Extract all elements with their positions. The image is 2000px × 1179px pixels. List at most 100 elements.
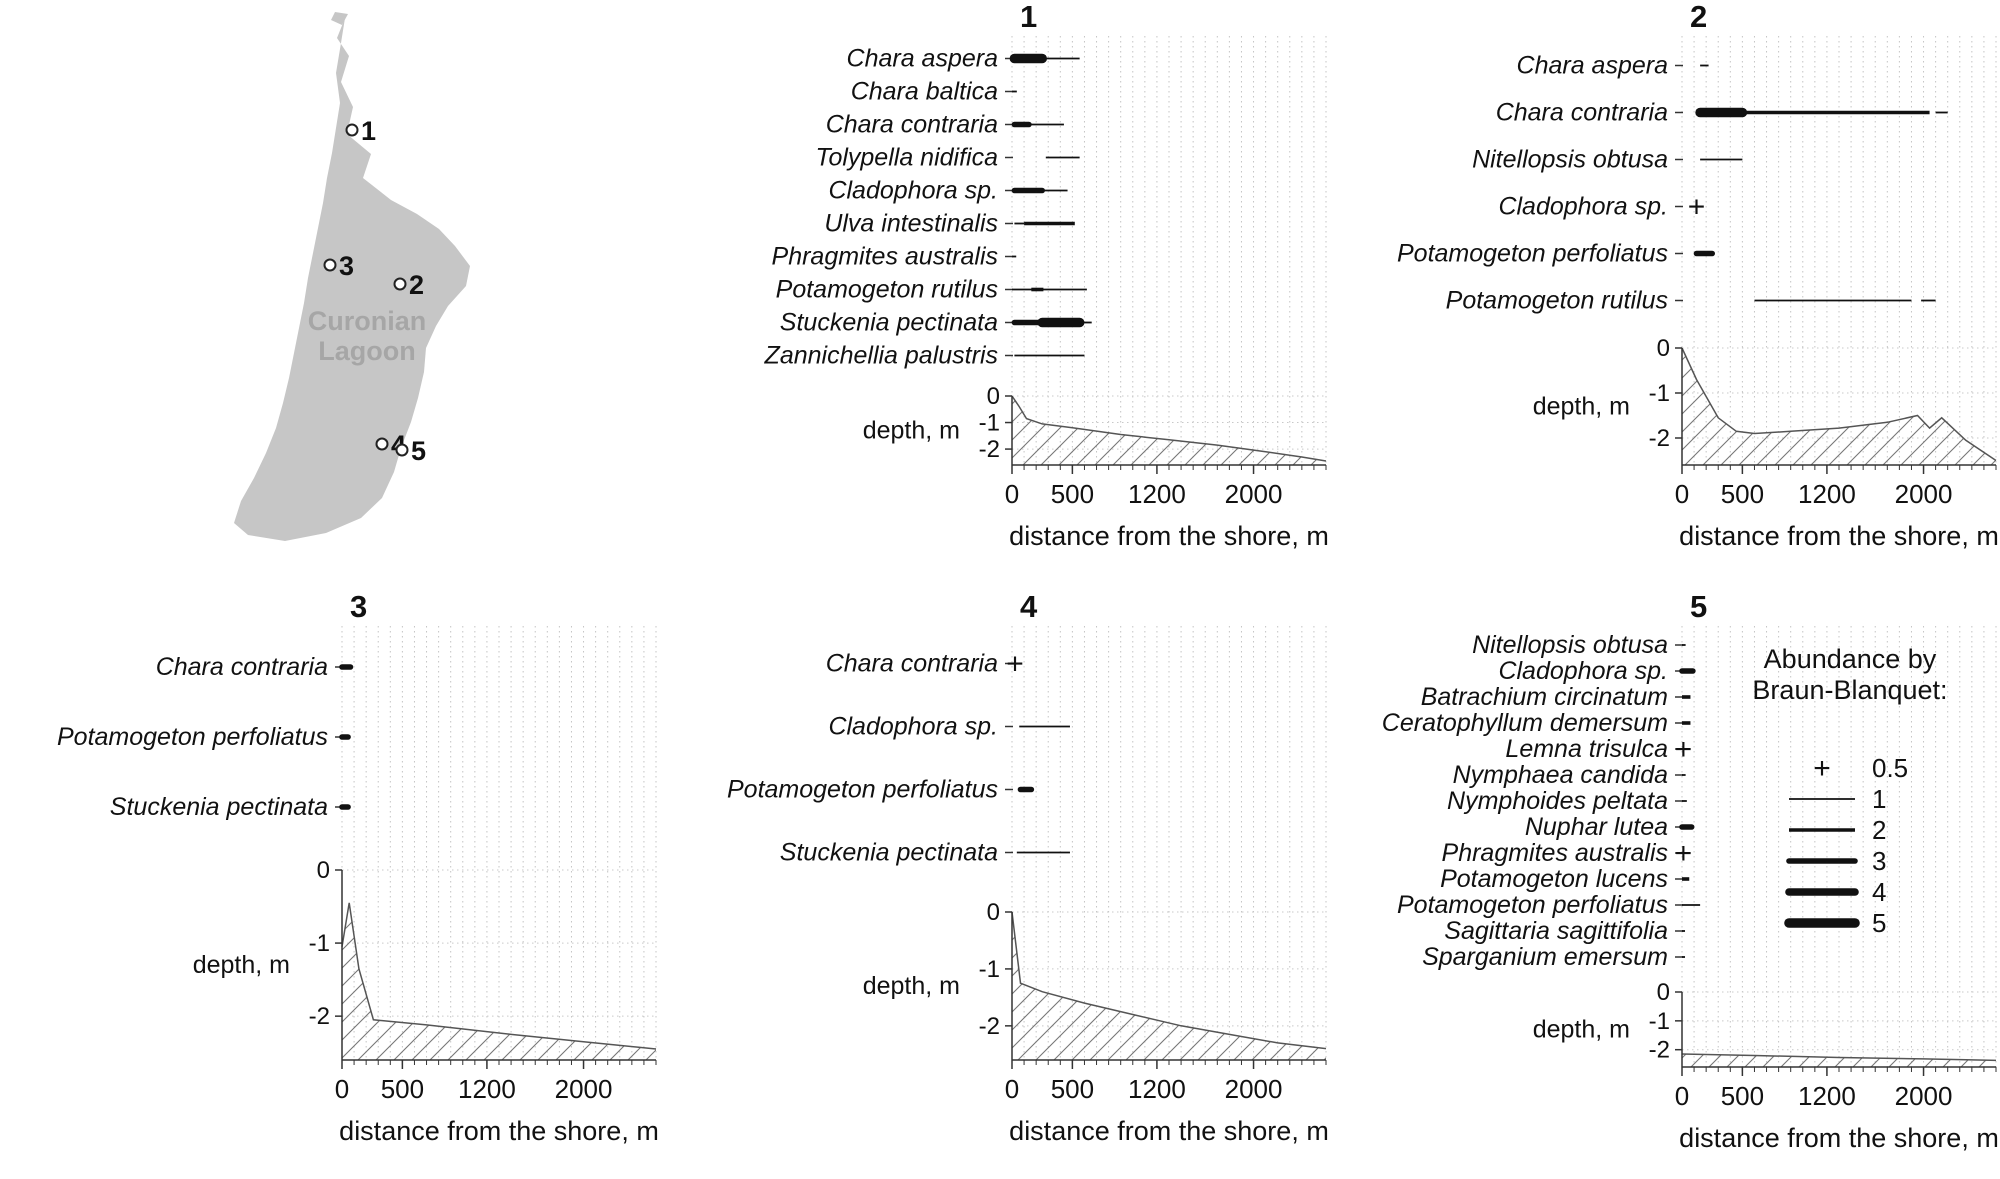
species-row: Potamogeton perfoliatus [1397, 240, 1715, 268]
site-number-label: 5 [411, 436, 426, 466]
species-row: Cladophora sp. [828, 177, 1068, 205]
legend-title: Abundance by [1764, 644, 1937, 674]
species-label: Chara aspera [847, 45, 999, 73]
species-label: Batrachium circinatum [1421, 683, 1668, 711]
gridlines [341, 626, 657, 1060]
species-label: Stuckenia pectinata [780, 839, 998, 867]
x-tick-label: 1200 [1798, 1081, 1856, 1111]
x-tick-label: 1200 [1128, 479, 1186, 509]
species-label: Cladophora sp. [1498, 193, 1668, 221]
species-row: Potamogeton perfoliatus [57, 723, 351, 751]
depth-axis-label: depth, m [193, 951, 290, 979]
species-row: Nitellopsis obtusa [1472, 631, 1686, 659]
x-tick-label: 0 [1005, 479, 1019, 509]
species-row: Nymphaea candida [1453, 761, 1686, 789]
map-svg: CuronianLagoon12345 [234, 12, 470, 541]
species-label: Phragmites australis [1442, 839, 1668, 867]
species-row: Batrachium circinatum [1421, 683, 1691, 711]
site-marker-icon [345, 123, 359, 137]
species-row: Zannichellia palustris [764, 342, 1085, 370]
species-row: Cladophora sp. [828, 713, 1070, 741]
species-row: Stuckenia pectinata [110, 793, 351, 821]
x-tick-label: 2000 [555, 1074, 613, 1104]
map-site-1[interactable]: 1 [345, 116, 377, 146]
site-number-label: 2 [409, 270, 424, 300]
species-label: Nitellopsis obtusa [1472, 146, 1668, 174]
depth-tick-label: -1 [1649, 1008, 1670, 1035]
species-label: Phragmites australis [772, 243, 998, 271]
species-label: Stuckenia pectinata [780, 309, 998, 337]
site-number-label: 1 [361, 116, 376, 146]
species-row: Phragmites australis [772, 243, 1017, 271]
abundance-plus-mark: + [1675, 837, 1693, 870]
panel-title: 5 [1690, 590, 1707, 624]
species-row: Potamogeton perfoliatus [1397, 891, 1701, 919]
species-label: Cladophora sp. [828, 713, 998, 741]
legend-item-label: 5 [1872, 908, 1886, 938]
depth-profile-line [1011, 911, 1327, 1050]
species-row: Potamogeton lucens [1440, 865, 1690, 893]
species-row: Ceratophyllum demersum [1382, 709, 1691, 737]
depth-tick-label: 0 [1657, 335, 1670, 362]
species-row: Ulva intestinalis [824, 210, 1075, 238]
transect-panel-2: 2 Chara aspera Chara contraria Nitellopsis … [1340, 0, 2000, 580]
lagoon-north-islet [331, 12, 348, 25]
depth-tick-label: -2 [309, 1003, 330, 1030]
species-label: Tolypella nidifica [815, 144, 998, 172]
legend-plus-symbol: + [1813, 752, 1831, 785]
species-row: Phragmites australis + [1442, 837, 1693, 870]
species-label: Nymphoides peltata [1447, 787, 1668, 815]
x-tick-label: 500 [1721, 479, 1764, 509]
site-marker-icon [395, 443, 409, 457]
map-site-5[interactable]: 5 [395, 436, 427, 466]
species-label: Chara contraria [1496, 99, 1668, 127]
x-axis-label: distance from the shore, m [1679, 521, 1999, 551]
depth-tick-label: -2 [979, 1013, 1000, 1040]
depth-tick-label: -2 [979, 436, 1000, 463]
species-label: Sagittaria sagittifolia [1444, 917, 1668, 945]
species-row: Chara aspera [1517, 52, 1709, 80]
depth-tick-label: -1 [309, 930, 330, 957]
species-row: Lemna trisulca + [1505, 733, 1692, 766]
legend-item-label: 2 [1872, 815, 1886, 845]
species-label: Potamogeton perfoliatus [57, 723, 328, 751]
x-tick-label: 500 [1051, 1074, 1094, 1104]
site-marker-icon [375, 437, 389, 451]
species-row: Nymphoides peltata [1447, 787, 1687, 815]
species-label: Cladophora sp. [1498, 657, 1668, 685]
x-tick-label: 2000 [1895, 479, 1953, 509]
gridlines [1681, 626, 1997, 1067]
map-site-2[interactable]: 2 [393, 270, 425, 300]
species-label: Chara contraria [826, 650, 998, 678]
map-site-3[interactable]: 3 [323, 251, 355, 281]
depth-profile-line [1681, 1053, 1997, 1062]
legend-title: Braun-Blanquet: [1752, 675, 1947, 705]
depth-tick-label: -1 [979, 956, 1000, 983]
species-label: Potamogeton lucens [1440, 865, 1668, 893]
species-label: Sparganium emersum [1422, 943, 1668, 971]
x-tick-label: 0 [335, 1074, 349, 1104]
depth-profile-line [341, 902, 657, 1050]
depth-tick-label: 0 [987, 899, 1000, 926]
depth-tick-label: 0 [1657, 979, 1670, 1006]
depth-profile-area [1682, 1054, 1996, 1067]
depth-axis-label: depth, m [1533, 1016, 1630, 1044]
species-row: Sagittaria sagittifolia [1444, 917, 1686, 945]
legend-item-label: 4 [1872, 877, 1886, 907]
species-label: Potamogeton perfoliatus [1397, 240, 1668, 268]
panel-title: 4 [1020, 590, 1038, 624]
x-axis-label: distance from the shore, m [1009, 1116, 1329, 1146]
x-tick-label: 500 [381, 1074, 424, 1104]
species-label: Nuphar lutea [1525, 813, 1668, 841]
abundance-plus-mark: + [1006, 648, 1024, 681]
panel-title: 2 [1690, 0, 1707, 34]
legend-item-label: 1 [1872, 784, 1886, 814]
species-row: Chara contraria [156, 653, 354, 681]
x-tick-label: 500 [1051, 479, 1094, 509]
x-axis-label: distance from the shore, m [339, 1116, 659, 1146]
transect-panel-3: 3 Chara contraria Potamogeton perfoliatus S… [0, 590, 660, 1179]
panel-4-svg: 4 Chara contraria + Cladophora sp. Potamoget… [727, 590, 1329, 1146]
species-row: Tolypella nidifica [815, 144, 1080, 172]
depth-axis-label: depth, m [1533, 393, 1630, 421]
